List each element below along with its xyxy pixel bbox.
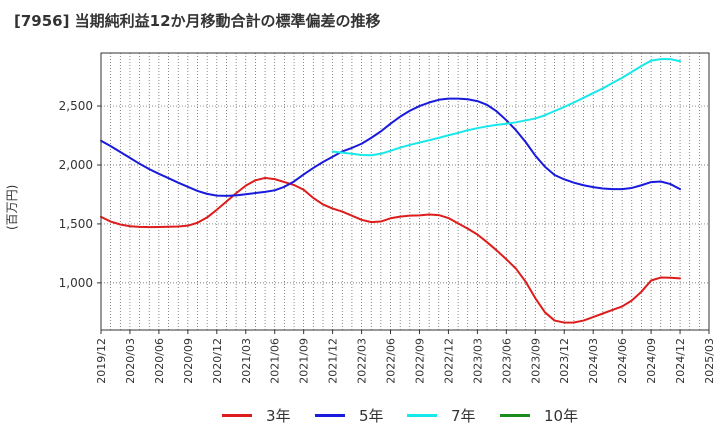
x-tick-label: 2022/12 [442,338,455,384]
x-tick-label: 2023/12 [558,338,571,384]
series-line [331,58,682,157]
x-tick-label: 2024/06 [616,338,629,384]
legend-label: 5年 [359,406,384,425]
x-tick-label: 2020/06 [153,338,166,384]
series-line [100,97,682,197]
y-tick-label: 1,000 [59,276,93,290]
plot-frame [100,52,710,331]
legend-swatch [222,413,252,417]
x-tick-label: 2022/06 [385,338,398,384]
x-tick-label: 2021/12 [327,338,340,384]
x-tick-label: 2025/03 [703,338,716,384]
y-tick-label: 2,000 [59,158,93,172]
legend-swatch [407,413,437,417]
x-tick-label: 2020/03 [124,338,137,384]
x-tick-label: 2021/09 [298,338,311,384]
x-axis-ticks: 2019/12 2020/03 2020/06 2020/09 2020/12 2021/… [95,330,716,384]
legend-swatch [500,413,530,417]
x-tick-label: 2023/03 [471,338,484,384]
x-tick-label: 2024/12 [674,338,687,384]
grid [100,53,710,330]
x-tick-label: 2020/12 [211,338,224,384]
x-tick-label: 2023/06 [500,338,513,384]
y-tick-label: 2,500 [59,99,93,113]
legend-label: 7年 [451,406,476,425]
legend-item: 7年 [407,400,476,430]
x-tick-label: 2023/09 [529,338,542,384]
y-tick-label: 1,500 [59,217,93,231]
x-tick-label: 2019/12 [95,338,108,384]
x-tick-label: 2024/03 [587,338,600,384]
x-tick-label: 2022/03 [356,338,369,384]
series-line [100,176,682,324]
x-tick-label: 2022/09 [413,338,426,384]
x-tick-label: 2020/09 [182,338,195,384]
x-tick-label: 2021/06 [269,338,282,384]
series-lines [100,58,682,324]
legend-swatch [315,413,345,417]
legend-item: 5年 [315,400,384,430]
legend-label: 3年 [266,406,291,425]
legend-label: 10年 [544,406,579,425]
y-axis-ticks: 1,000 1,500 2,000 2,500 [59,99,101,290]
x-tick-label: 2021/03 [240,338,253,384]
legend: 3年 5年 7年 10年 [0,400,720,430]
x-tick-label: 2024/09 [645,338,658,384]
chart-title: [7956] 当期純利益12か月移動合計の標準偏差の推移 [14,12,381,30]
legend-item: 10年 [500,400,578,430]
legend-item: 3年 [222,400,291,430]
line-chart: 1,000 1,500 2,000 2,500 2019/12 2020/03 2020/… [59,52,716,384]
